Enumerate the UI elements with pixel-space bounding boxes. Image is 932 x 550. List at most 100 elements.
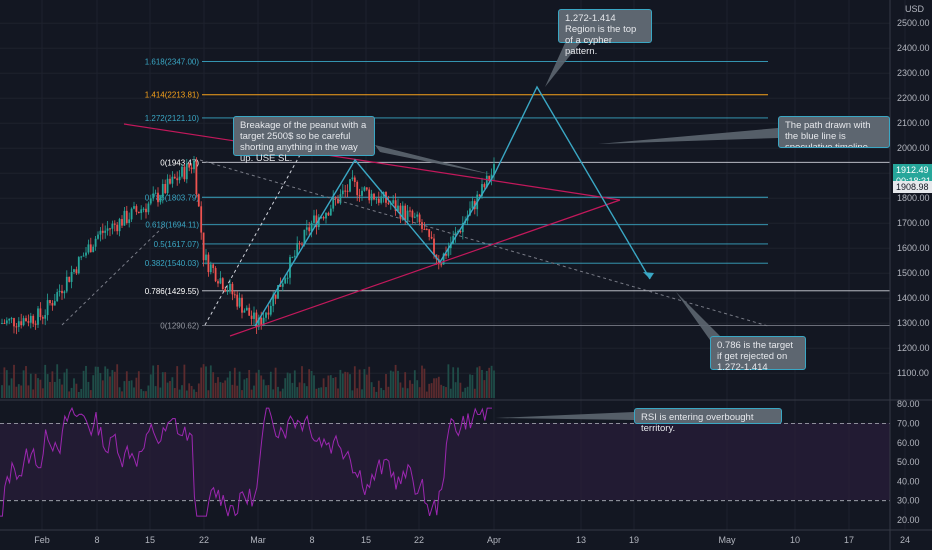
dashed-trend-up xyxy=(204,154,301,326)
candle-body xyxy=(488,175,491,182)
candle-body xyxy=(255,312,258,328)
volume-bar xyxy=(315,388,318,398)
candle-body xyxy=(56,292,59,302)
candle-body xyxy=(46,300,49,316)
volume-bar xyxy=(46,374,49,398)
candle-body xyxy=(113,223,116,225)
candle-body xyxy=(433,238,435,255)
volume-bar xyxy=(478,366,481,398)
price-axis-label: 2400.00 xyxy=(897,43,930,53)
candle-body xyxy=(231,283,234,295)
volume-bar xyxy=(238,371,241,398)
volume-bar xyxy=(262,379,265,398)
candle-body xyxy=(322,217,325,219)
volume-bar xyxy=(428,383,431,398)
candle-body xyxy=(89,244,92,253)
volume-bar xyxy=(447,364,450,398)
volume-bar xyxy=(32,389,35,398)
candle-body xyxy=(5,320,8,324)
volume-bar xyxy=(435,378,438,398)
candle-body xyxy=(226,290,229,292)
volume-bar xyxy=(433,378,435,398)
volume-bar xyxy=(176,366,179,398)
candle-body xyxy=(73,269,75,272)
volume-bar xyxy=(58,378,61,398)
volume-bar xyxy=(221,382,224,398)
candle-body xyxy=(298,243,301,245)
candle-body xyxy=(389,203,392,205)
candle-body xyxy=(308,227,311,232)
volume-bar xyxy=(418,387,421,398)
volume-bars xyxy=(1,364,495,398)
volume-bar xyxy=(140,389,143,398)
volume-bar xyxy=(123,381,126,398)
volume-bar xyxy=(373,386,375,398)
volume-bar xyxy=(452,367,455,398)
volume-bar xyxy=(303,383,306,398)
candle-body xyxy=(397,205,399,211)
volume-bar xyxy=(279,391,282,398)
current-price-tag: 1912.49 xyxy=(893,164,932,176)
callout-peanut[interactable]: Breakage of the peanut with a target 250… xyxy=(233,116,375,164)
candle-body xyxy=(34,323,37,325)
volume-bar xyxy=(416,380,419,398)
volume-bar xyxy=(250,389,253,398)
volume-bar xyxy=(363,369,366,398)
callout-path[interactable]: The path drawn with the blue line is spe… xyxy=(778,116,890,148)
volume-bar xyxy=(389,370,392,398)
candle-body xyxy=(111,223,114,229)
candle-body xyxy=(313,215,315,223)
volume-bar xyxy=(385,374,387,398)
candle-body xyxy=(44,315,47,319)
volume-bar xyxy=(49,381,51,398)
candle-body xyxy=(329,208,332,216)
price-axis-label: 2000.00 xyxy=(897,143,930,153)
candle-body xyxy=(411,210,414,218)
volume-bar xyxy=(135,377,138,398)
candle-body xyxy=(481,184,483,196)
dashed-trend-down xyxy=(199,159,769,327)
candle-body xyxy=(301,243,303,245)
volume-bar xyxy=(344,371,347,398)
volume-bar xyxy=(339,369,342,398)
candle-body xyxy=(161,183,164,198)
volume-bar xyxy=(157,364,159,398)
volume-bar xyxy=(392,371,395,398)
time-axis-label: 24 xyxy=(900,535,910,545)
currency-label: USD xyxy=(905,4,925,14)
volume-bar xyxy=(89,390,92,398)
callout-rsi[interactable]: RSI is entering overbought territory. xyxy=(634,408,782,434)
volume-bar xyxy=(476,367,479,398)
candle-body xyxy=(404,205,407,220)
candle-body xyxy=(377,198,380,203)
volume-bar xyxy=(178,389,181,398)
candle-body xyxy=(269,305,272,315)
volume-bar xyxy=(87,381,90,398)
callout-cypher[interactable]: 1.272-1.414 Region is the top of a cyphe… xyxy=(558,9,652,57)
volume-bar xyxy=(142,391,145,398)
volume-bar xyxy=(365,374,368,398)
volume-bar xyxy=(404,372,407,398)
volume-bar xyxy=(183,364,186,398)
callout-target[interactable]: 0.786 is the target if get rejected on 1… xyxy=(710,336,806,373)
time-axis-label: 8 xyxy=(94,535,99,545)
candle-body xyxy=(190,167,193,170)
candle-body xyxy=(149,198,152,204)
volume-bar xyxy=(351,390,354,398)
candle-body xyxy=(327,212,330,216)
volume-bar xyxy=(483,380,486,398)
candle-body xyxy=(320,217,323,219)
volume-bar xyxy=(485,370,488,398)
time-axis-label: 15 xyxy=(361,535,371,545)
rsi-axis-label: 50.00 xyxy=(897,457,920,467)
candle-body xyxy=(128,219,131,223)
volume-bar xyxy=(459,382,462,398)
volume-bar xyxy=(133,387,135,398)
volume-bar xyxy=(17,384,20,398)
volume-bar xyxy=(397,370,399,398)
time-axis-label: May xyxy=(718,535,736,545)
candle-body xyxy=(241,297,243,313)
candle-body xyxy=(77,257,80,274)
volume-bar xyxy=(92,375,95,398)
